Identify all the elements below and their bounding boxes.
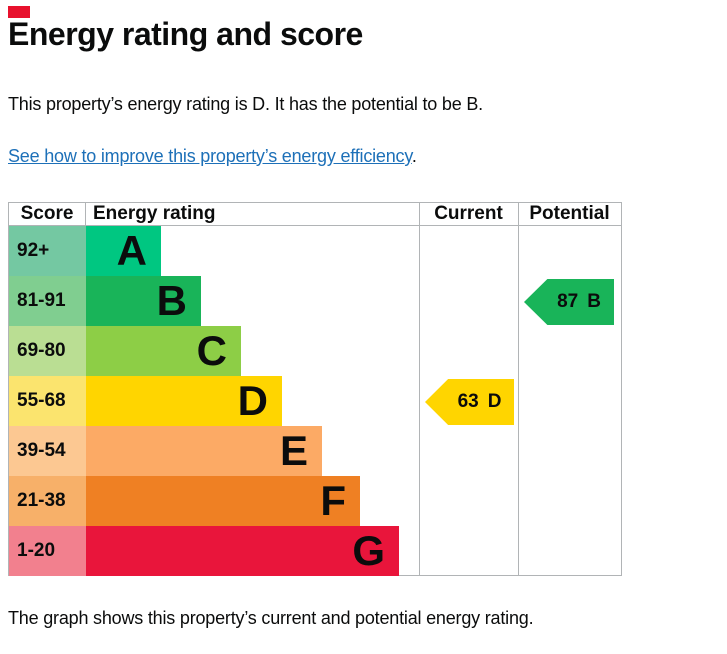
band-letter: D	[237, 377, 268, 424]
band-letter: B	[156, 277, 187, 324]
current-letter: D	[487, 391, 502, 412]
band-letter: C	[196, 327, 227, 374]
band-bar: D	[86, 376, 282, 426]
header-current: Current	[434, 203, 503, 224]
header-energy-rating: Energy rating	[93, 203, 216, 224]
band-letter: G	[352, 527, 385, 574]
score-cell: 1-20	[9, 526, 86, 576]
epc-band-row-e: 39-54 E	[9, 426, 621, 476]
epc-band-row-b: 81-91 B	[9, 276, 621, 326]
score-cell: 21-38	[9, 476, 86, 526]
potential-score: 87	[557, 291, 579, 312]
band-bar: A	[86, 226, 161, 276]
score-cell: 69-80	[9, 326, 86, 376]
epc-table-header: Score Energy rating Current Potential	[9, 203, 621, 226]
band-bar: C	[86, 326, 241, 376]
score-cell: 39-54	[9, 426, 86, 476]
header-score: Score	[9, 203, 86, 225]
band-bar: E	[86, 426, 322, 476]
epc-band-row-a: 92+ A	[9, 226, 621, 276]
page-title: Energy rating and score	[8, 16, 363, 52]
band-bar: G	[86, 526, 399, 576]
graph-caption: The graph shows this property’s current …	[8, 608, 534, 628]
summary-text: This property’s energy rating is D. It h…	[8, 94, 483, 114]
potential-column-divider	[518, 203, 519, 575]
improve-efficiency-link[interactable]: See how to improve this property’s energ…	[8, 146, 412, 166]
current-score: 63	[457, 391, 479, 412]
header-potential: Potential	[529, 203, 610, 224]
score-cell: 81-91	[9, 276, 86, 326]
band-bar: F	[86, 476, 360, 526]
link-suffix: .	[411, 146, 417, 166]
red-marker	[8, 6, 30, 18]
score-cell: 55-68	[9, 376, 86, 426]
epc-band-row-f: 21-38 F	[9, 476, 621, 526]
epc-band-row-c: 69-80 C	[9, 326, 621, 376]
current-column-divider	[419, 203, 420, 575]
epc-rating-table: Score Energy rating Current Potential 92…	[8, 202, 622, 576]
score-cell: 92+	[9, 226, 86, 276]
band-letter: A	[116, 227, 147, 274]
potential-letter: B	[587, 291, 601, 312]
epc-band-row-d: 55-68 D	[9, 376, 621, 426]
epc-band-row-g: 1-20 G	[9, 526, 621, 576]
band-letter: E	[279, 427, 308, 474]
improve-line: See how to improve this property’s energ…	[8, 146, 417, 167]
band-letter: F	[320, 477, 346, 524]
band-bar: B	[86, 276, 201, 326]
